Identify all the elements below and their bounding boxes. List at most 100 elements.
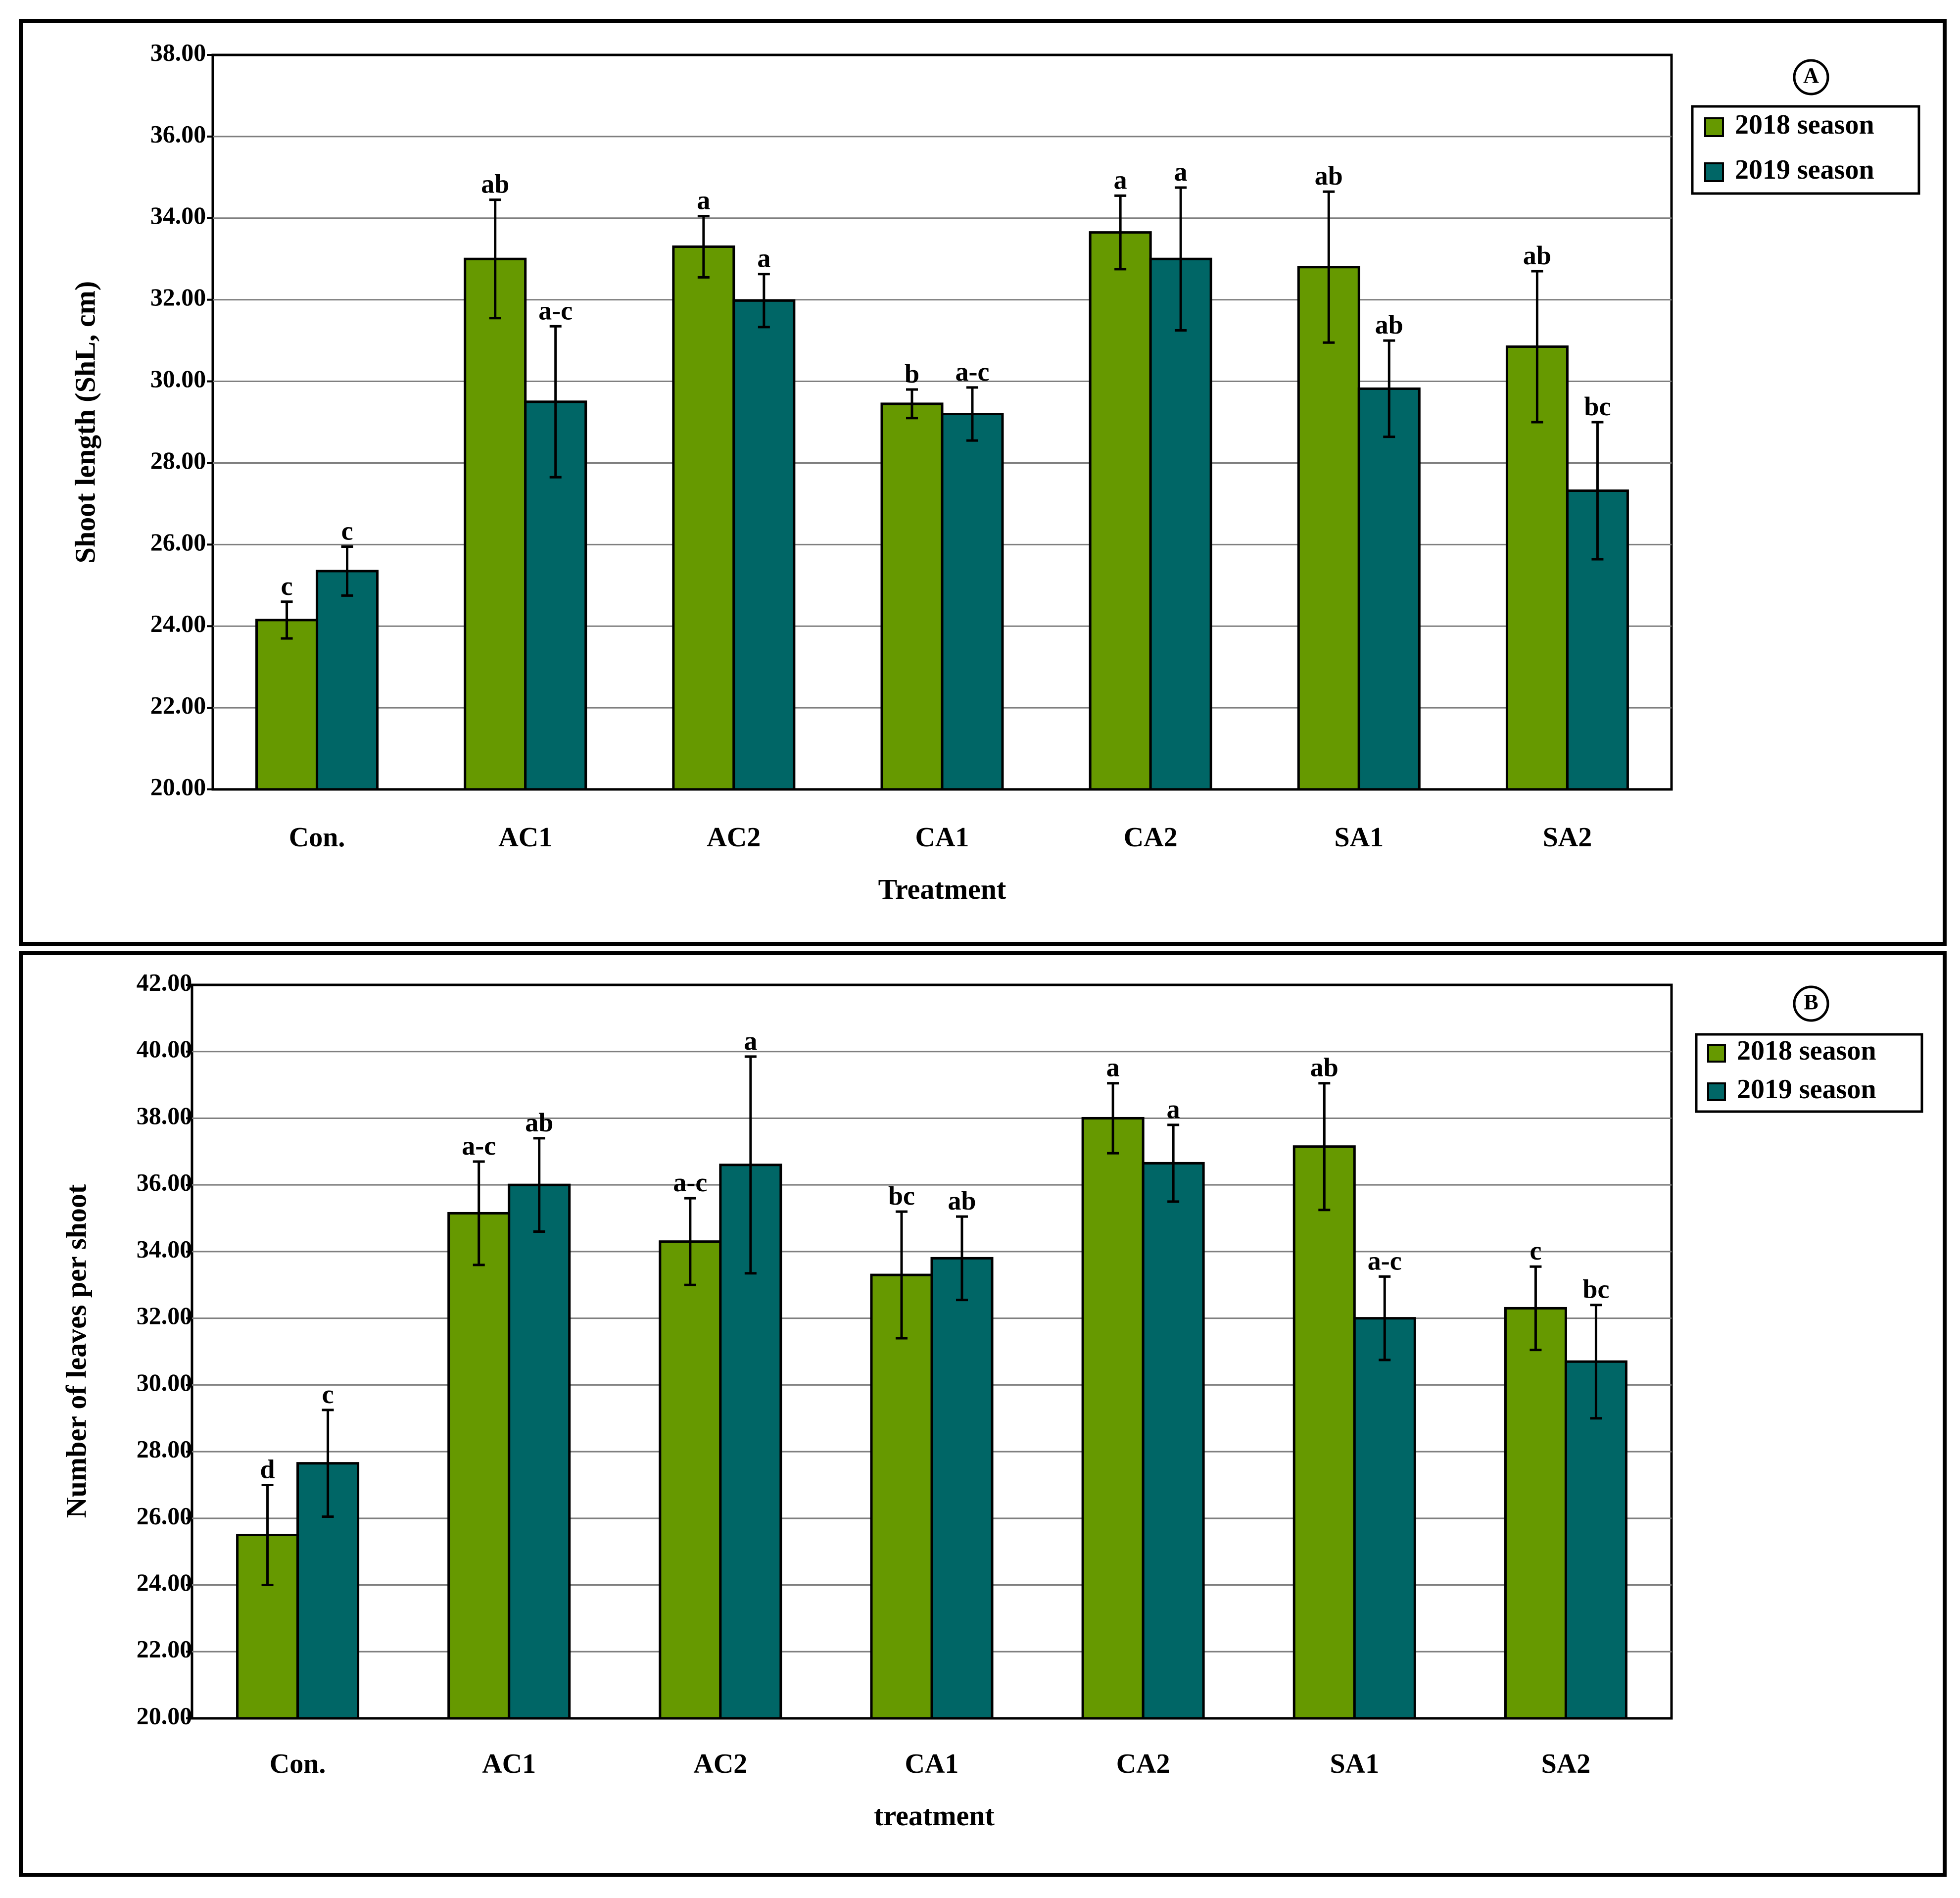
panel-b-y-tick-label: 38.00 xyxy=(137,1102,192,1129)
panel-b-category-label: SA2 xyxy=(1541,1749,1591,1779)
panel-b-significance-letters: d c a-c ab a-c a bc ab a a ab a-c c bc xyxy=(260,1026,1610,1484)
panel-b-y-tick-label: 20.00 xyxy=(137,1702,192,1729)
bar-a-con-2019 xyxy=(316,570,379,791)
panel-a-category-label: AC2 xyxy=(707,822,761,853)
bar-a-con-2018 xyxy=(255,619,319,791)
bar-a-ac2-2019 xyxy=(732,299,796,791)
bar-a-ca1-2019 xyxy=(941,413,1004,791)
bar-b-sa1-2019 xyxy=(1353,1317,1416,1720)
significance-letter: a-c xyxy=(538,295,573,325)
bar-b-ac1-2019 xyxy=(508,1183,571,1720)
bar-a-ca2-2019 xyxy=(1149,257,1212,791)
panel-b-x-axis-title: treatment xyxy=(874,1800,995,1832)
panel-b-category-label: CA2 xyxy=(1116,1749,1170,1779)
panel-b-category-label: AC1 xyxy=(482,1749,536,1779)
significance-letter: a xyxy=(1174,157,1188,187)
panel-b-legend-swatch-2018 xyxy=(1707,1044,1726,1063)
significance-letter: ab xyxy=(1310,1053,1339,1082)
panel-b-category-label: SA1 xyxy=(1330,1749,1379,1779)
panel-a-y-tick-label: 20.00 xyxy=(150,773,206,800)
panel-b-bars xyxy=(236,1117,1627,1720)
panel-a-y-tick-label: 32.00 xyxy=(150,283,206,311)
panel-a-label-circle xyxy=(1793,59,1829,96)
panel-a-x-axis-title: Treatment xyxy=(878,873,1006,905)
bar-b-ca1-2018 xyxy=(870,1273,933,1720)
panel-b-y-tick-label: 26.00 xyxy=(137,1502,192,1529)
panel-b-label: B xyxy=(1804,990,1818,1014)
panel-b-legend-swatch-2019 xyxy=(1707,1082,1726,1101)
panel-a-y-tick-label: 38.00 xyxy=(150,38,206,66)
panel-a-bars xyxy=(255,231,1629,791)
bar-a-ac2-2018 xyxy=(672,245,735,791)
panel-b-y-tick-label: 28.00 xyxy=(137,1435,192,1463)
panel-a-category-labels: Con. AC1 AC2 CA1 CA2 SA1 SA2 xyxy=(289,822,1592,853)
panel-a-category-label: AC1 xyxy=(498,822,552,853)
bar-b-sa2-2018 xyxy=(1504,1307,1567,1720)
significance-letter: a-c xyxy=(462,1131,496,1161)
bar-b-ca1-2019 xyxy=(930,1257,994,1720)
significance-letter: ab xyxy=(948,1186,976,1216)
panel-a-label: A xyxy=(1803,63,1819,88)
significance-letter: bc xyxy=(1584,391,1611,421)
significance-letter: c xyxy=(322,1379,334,1409)
panel-b-y-tick-label: 32.00 xyxy=(137,1302,192,1329)
panel-a-frame xyxy=(19,19,1947,946)
bar-a-sa1-2019 xyxy=(1357,387,1421,791)
significance-letter: a-c xyxy=(956,357,990,387)
bar-b-sa1-2018 xyxy=(1292,1145,1356,1720)
panel-b-y-tick-labels: 20.00 22.00 24.00 26.00 28.00 30.00 32.00 34.00… xyxy=(137,968,192,1729)
panel-b-frame xyxy=(19,951,1947,1877)
panel-b: 20.00 22.00 24.00 26.00 28.00 30.00 32.00 34.00… xyxy=(19,951,1947,1877)
bar-b-ca2-2019 xyxy=(1142,1162,1205,1720)
panel-b-y-tick-label: 22.00 xyxy=(137,1635,192,1663)
bar-a-ca2-2018 xyxy=(1089,231,1152,791)
bar-a-ac1-2018 xyxy=(464,257,527,791)
panel-b-legend: 2018 season 2019 season xyxy=(1695,1033,1923,1113)
panel-a-legend-label-2019: 2019 season xyxy=(1735,154,1874,185)
significance-letter: a-c xyxy=(1368,1246,1402,1275)
bar-a-ca1-2018 xyxy=(880,402,944,791)
significance-letter: a xyxy=(757,243,770,273)
bar-b-ca2-2018 xyxy=(1081,1117,1145,1720)
significance-letter: a xyxy=(1167,1094,1180,1124)
bar-b-sa2-2019 xyxy=(1564,1360,1627,1720)
panel-a-category-label: SA2 xyxy=(1543,822,1592,853)
panel-a-category-label: CA1 xyxy=(915,822,969,853)
panel-a: 20.00 22.00 24.00 26.00 28.00 30.00 32.00 34.00… xyxy=(19,19,1947,946)
panel-a-legend: 2018 season 2019 season xyxy=(1691,105,1920,195)
panel-a-y-tick-labels: 20.00 22.00 24.00 26.00 28.00 30.00 32.00 34.00… xyxy=(150,38,213,800)
panel-a-legend-box xyxy=(1691,105,1920,195)
panel-b-y-tick-label: 42.00 xyxy=(137,968,192,996)
panel-b-category-label: Con. xyxy=(270,1749,326,1779)
significance-letter: bc xyxy=(888,1181,915,1211)
panel-a-legend-swatch-2018 xyxy=(1704,117,1724,137)
significance-letter: ab xyxy=(1315,161,1343,191)
panel-b-y-tick-label: 24.00 xyxy=(137,1568,192,1596)
significance-letter: ab xyxy=(481,169,509,199)
significance-letter: ab xyxy=(525,1108,553,1137)
significance-letter: a xyxy=(697,186,710,215)
panel-b-legend-label-2019: 2019 season xyxy=(1737,1074,1876,1105)
significance-letter: c xyxy=(281,571,293,601)
panel-b-y-tick-label: 34.00 xyxy=(137,1235,192,1263)
significance-letter: ab xyxy=(1523,241,1551,270)
panel-b-category-label: AC2 xyxy=(693,1749,747,1779)
significance-letter: a xyxy=(1106,1053,1120,1082)
panel-a-y-tick-label: 24.00 xyxy=(150,610,206,637)
panel-a-category-label: Con. xyxy=(289,822,345,853)
bar-b-ac1-2018 xyxy=(447,1212,511,1720)
panel-a-y-tick-label: 26.00 xyxy=(150,528,206,556)
panel-a-legend-label-2018: 2018 season xyxy=(1735,109,1874,140)
panel-a-y-tick-label: 30.00 xyxy=(150,365,206,392)
panel-a-y-tick-label: 34.00 xyxy=(150,201,206,229)
significance-letter: bc xyxy=(1582,1274,1609,1304)
panel-a-category-label: SA1 xyxy=(1334,822,1384,853)
bar-b-ac2-2018 xyxy=(659,1240,722,1720)
panel-b-y-tick-label: 40.00 xyxy=(137,1035,192,1063)
significance-letter: c xyxy=(1530,1236,1541,1265)
panel-a-y-tick-label: 36.00 xyxy=(150,120,206,147)
significance-letter: b xyxy=(905,359,919,389)
significance-letter: a xyxy=(1114,165,1127,195)
